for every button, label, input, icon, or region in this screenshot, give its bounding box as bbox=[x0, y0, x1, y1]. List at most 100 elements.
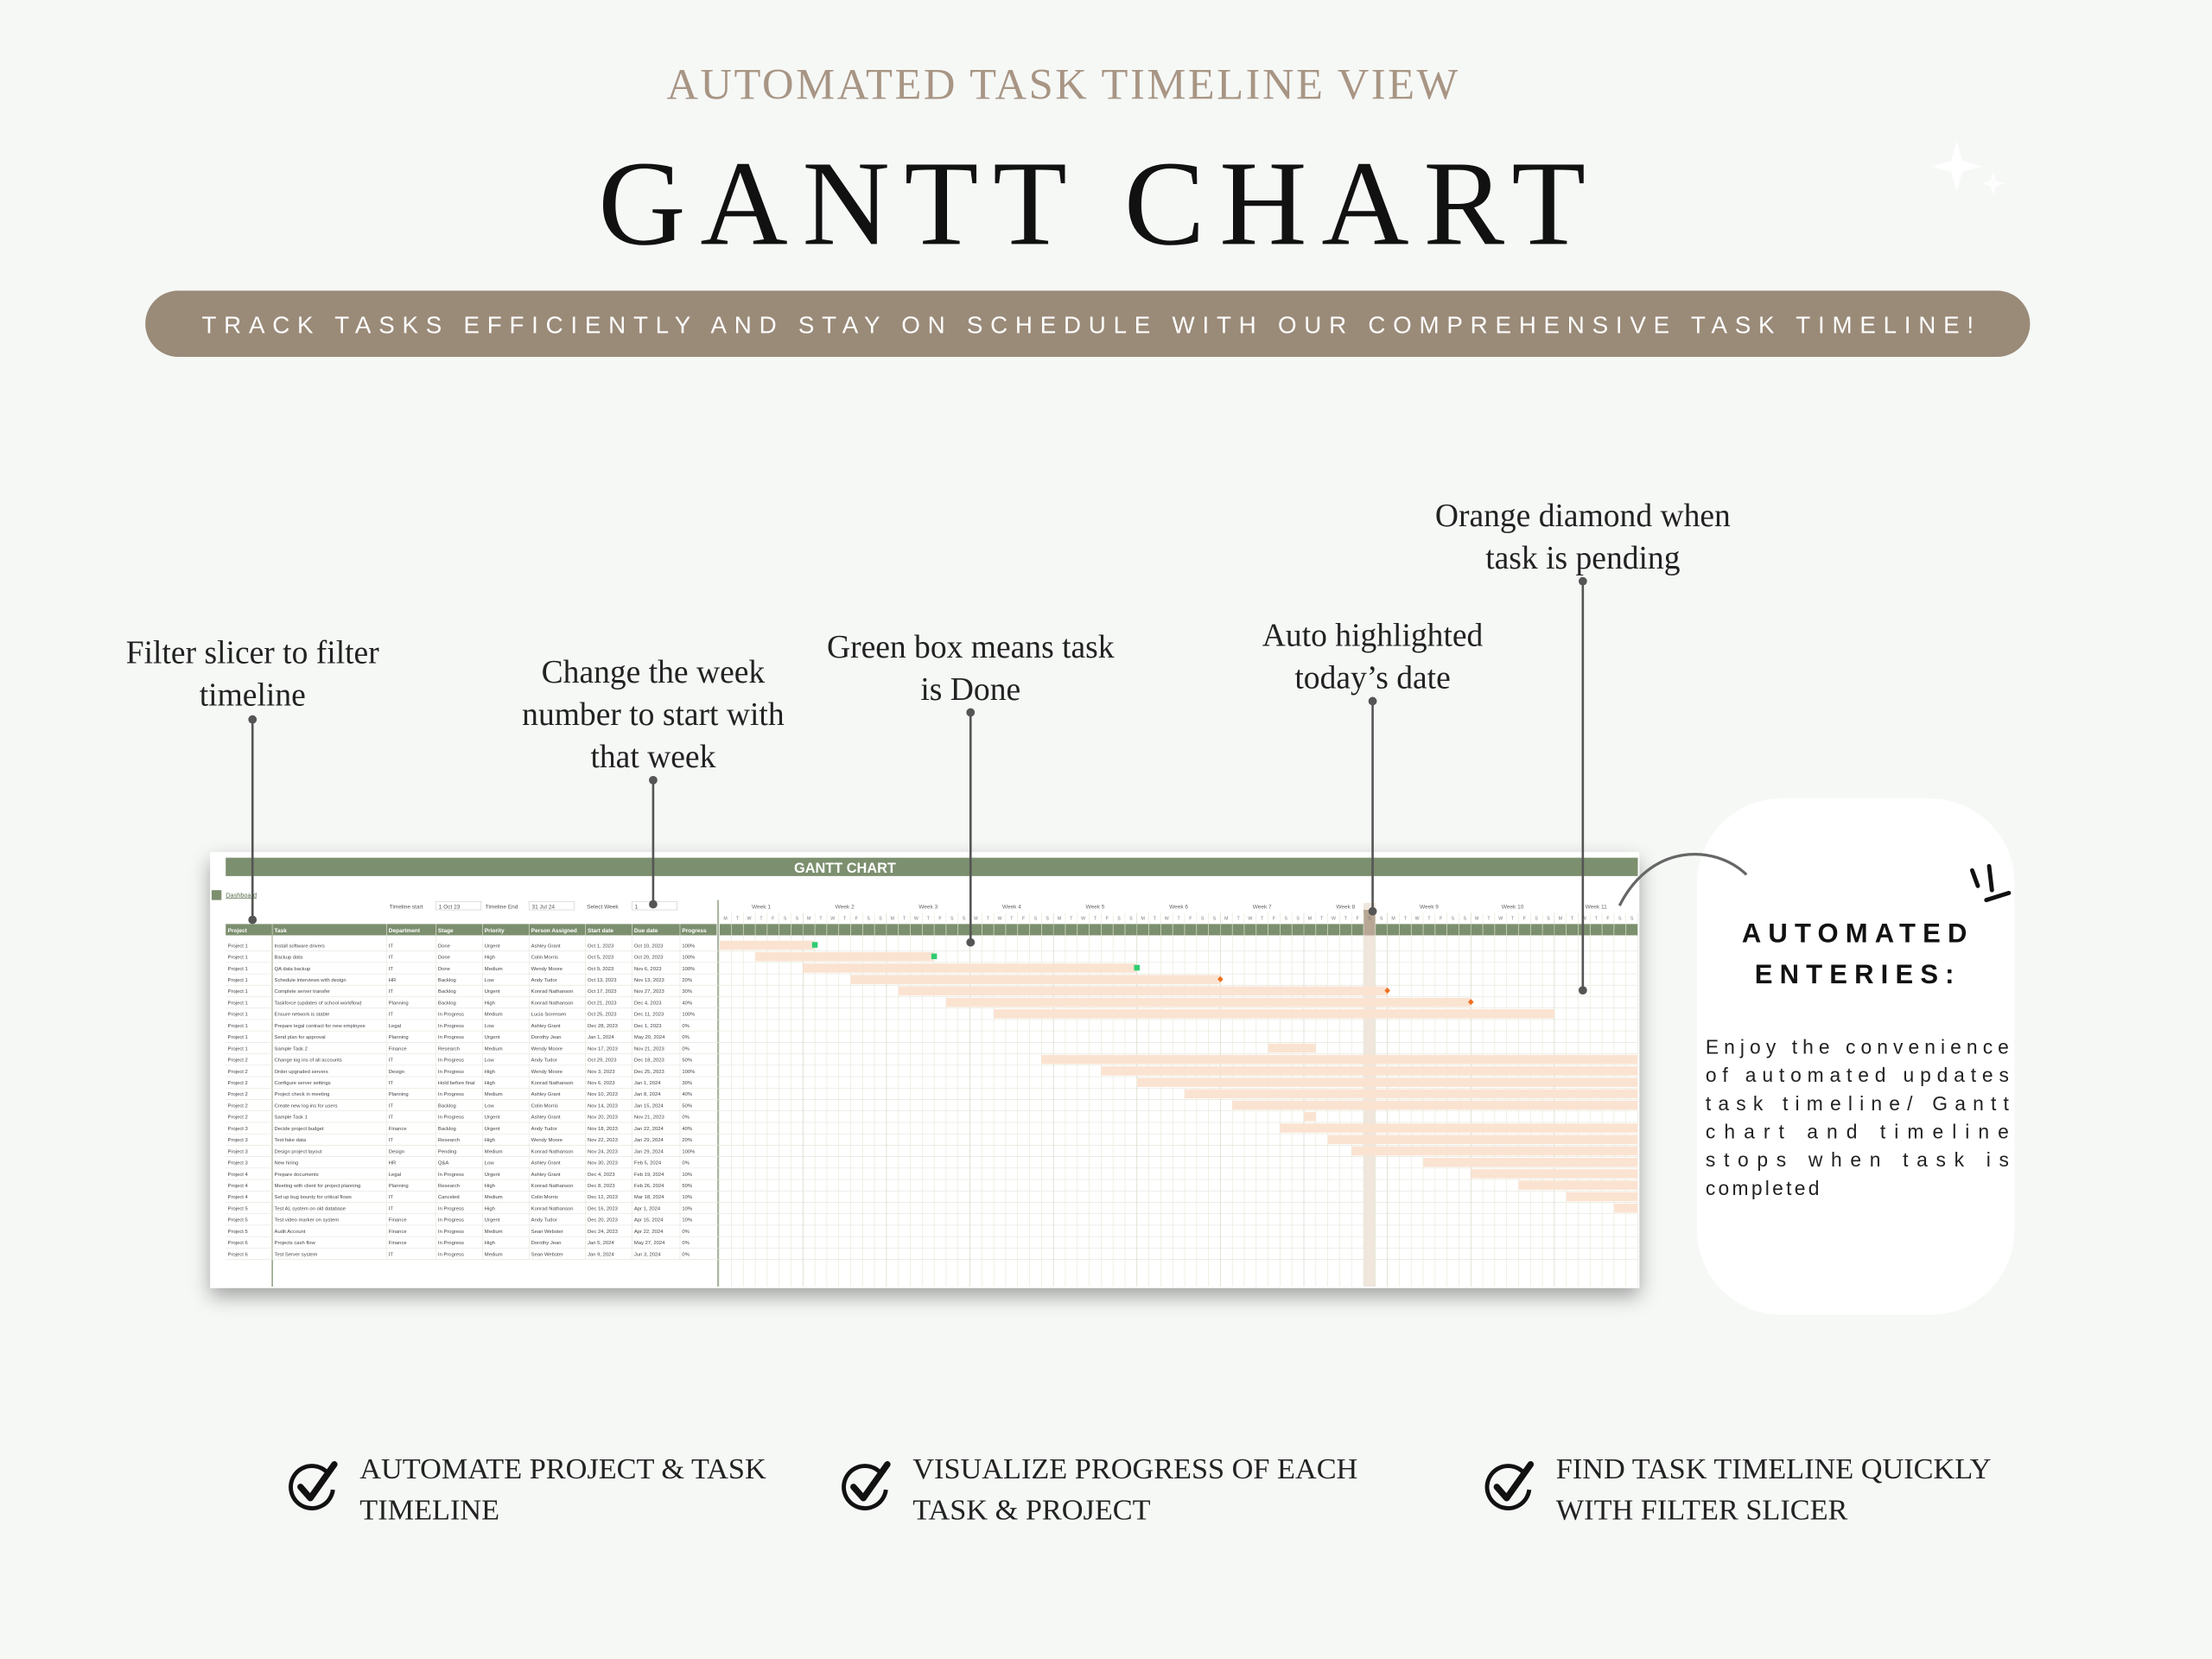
cell: Jan 22, 2024 bbox=[634, 1127, 664, 1132]
cell: Backup data bbox=[275, 956, 303, 961]
cell: Project 5 bbox=[228, 1230, 249, 1235]
cell: Done bbox=[438, 956, 450, 961]
cell: Project 3 bbox=[228, 1127, 248, 1132]
cell: Dec 16, 2023 bbox=[588, 1206, 618, 1211]
column-header: Progress bbox=[682, 928, 707, 934]
task-bar bbox=[1268, 1043, 1316, 1053]
cell: 40% bbox=[682, 1001, 692, 1006]
cell: Urgent bbox=[485, 989, 500, 995]
cell: Nov 27, 2023 bbox=[634, 989, 664, 995]
cell: Project check in meeting bbox=[275, 1092, 330, 1097]
weekday-label: S bbox=[1129, 916, 1133, 921]
weekday-label: W bbox=[1415, 916, 1420, 921]
cell: High bbox=[485, 956, 495, 961]
cell: Backlog bbox=[438, 989, 456, 995]
cell: Dec 4, 2023 bbox=[588, 1173, 615, 1178]
cell: Projects cash flow bbox=[275, 1241, 316, 1246]
cell: Low bbox=[485, 1024, 495, 1029]
sparkle bbox=[1931, 141, 2005, 195]
cell: Konrad Nathanson bbox=[531, 1081, 574, 1086]
cell: Konrad Nathanson bbox=[531, 1184, 574, 1189]
cell: Test AL system on old database bbox=[275, 1206, 346, 1211]
week-label: Week 8 bbox=[1336, 904, 1355, 910]
cell: Sample Task 2 bbox=[275, 1046, 308, 1052]
card-body: Enjoy the convenience bbox=[1706, 1036, 2012, 1058]
cell: In Progress bbox=[438, 1218, 464, 1224]
sheet-title: GANTT CHART bbox=[794, 861, 896, 876]
cell: Planning bbox=[389, 1001, 409, 1006]
cell: Taskforce (updates of school workflow) bbox=[275, 1001, 362, 1006]
cell: Set up bug bounty for critical flows bbox=[275, 1195, 352, 1200]
weekday-label: S bbox=[784, 916, 787, 921]
cell: 100% bbox=[682, 1149, 695, 1154]
week-label: Week 7 bbox=[1253, 904, 1272, 910]
weekday-label: T bbox=[843, 916, 847, 921]
cell: 100% bbox=[682, 967, 695, 972]
column-header: Due date bbox=[634, 928, 658, 934]
cell: Configure server settings bbox=[275, 1081, 331, 1086]
cell: Low bbox=[485, 1161, 495, 1166]
cell: Finance bbox=[389, 1218, 407, 1224]
task-bar bbox=[1280, 1123, 1638, 1133]
cell: Oct 17, 2023 bbox=[588, 989, 617, 995]
cell: IT bbox=[389, 1206, 394, 1211]
weekday-label: T bbox=[1070, 916, 1073, 921]
cell: Meeting with client for project planning bbox=[275, 1184, 361, 1189]
annotation-text: Orange diamond when bbox=[1435, 499, 1731, 534]
cell: Finance bbox=[389, 1127, 407, 1132]
cell: Feb 5, 2024 bbox=[634, 1161, 662, 1166]
cell: Jan 8, 2024 bbox=[634, 1092, 661, 1097]
cell: Feb 19, 2024 bbox=[634, 1173, 664, 1178]
cell: High bbox=[485, 1138, 495, 1143]
cell: Finance bbox=[389, 1230, 407, 1235]
cell: IT bbox=[389, 1252, 394, 1257]
spreadsheet: GANTT CHART Dashboard Timeline start 1 Oc… bbox=[210, 852, 1640, 1288]
annotation-text: task is pending bbox=[1485, 541, 1680, 576]
cell: Medium bbox=[485, 1252, 503, 1257]
dashboard-link[interactable]: Dashboard bbox=[226, 891, 257, 899]
cell: Q&A bbox=[438, 1161, 448, 1166]
weekday-label: F bbox=[1440, 916, 1442, 921]
cell: Urgent bbox=[485, 1127, 500, 1132]
control-label: 31 Jul 24 bbox=[532, 904, 556, 910]
cell: New hiring bbox=[275, 1161, 299, 1166]
weekday-label: S bbox=[950, 916, 954, 921]
task-bar bbox=[850, 975, 1221, 984]
cell: Project 3 bbox=[228, 1161, 248, 1166]
cell: Project 1 bbox=[228, 1046, 248, 1052]
cell: Dec 25, 2023 bbox=[634, 1070, 664, 1075]
weekday-label: M bbox=[1058, 916, 1061, 921]
cell: Ashley Grant bbox=[531, 944, 561, 949]
cell: Medium bbox=[485, 1230, 503, 1235]
weekday-label: T bbox=[1236, 916, 1240, 921]
control-label: Timeline start bbox=[390, 904, 423, 910]
cell: Prepare documents bbox=[275, 1173, 319, 1178]
cell: Ashley Grant bbox=[531, 1161, 561, 1166]
cell: IT bbox=[389, 989, 394, 995]
weekday-label: M bbox=[1224, 916, 1228, 921]
cell: Medium bbox=[485, 1195, 503, 1200]
cell: IT bbox=[389, 1103, 394, 1109]
cell: 0% bbox=[682, 1046, 689, 1052]
weekday-label: W bbox=[830, 916, 835, 921]
weekday-label: F bbox=[1106, 916, 1109, 921]
cell: Sample Task 1 bbox=[275, 1116, 308, 1121]
column-header: Stage bbox=[438, 928, 454, 934]
cell: Feb 26, 2024 bbox=[634, 1184, 664, 1189]
cell: Colin Morris bbox=[531, 956, 558, 961]
cell: Oct 21, 2023 bbox=[588, 1001, 617, 1006]
column-header: Start date bbox=[588, 928, 613, 934]
cell: Ashley Grant bbox=[531, 1092, 561, 1097]
annotation-dot bbox=[966, 938, 976, 947]
week-label: Week 6 bbox=[1169, 904, 1188, 910]
weekday-label: F bbox=[1189, 916, 1192, 921]
cell: HR bbox=[389, 978, 396, 983]
cell: Jun 3, 2024 bbox=[634, 1252, 661, 1257]
check-mark bbox=[297, 1461, 338, 1502]
cell: Send plan for approval bbox=[275, 1035, 326, 1040]
weekday-label: T bbox=[1154, 916, 1157, 921]
task-bar bbox=[1613, 1203, 1638, 1213]
cell: Jan 5, 2024 bbox=[588, 1241, 614, 1246]
cell: 10% bbox=[682, 1173, 692, 1178]
cell: Oct 5, 2023 bbox=[588, 956, 613, 961]
